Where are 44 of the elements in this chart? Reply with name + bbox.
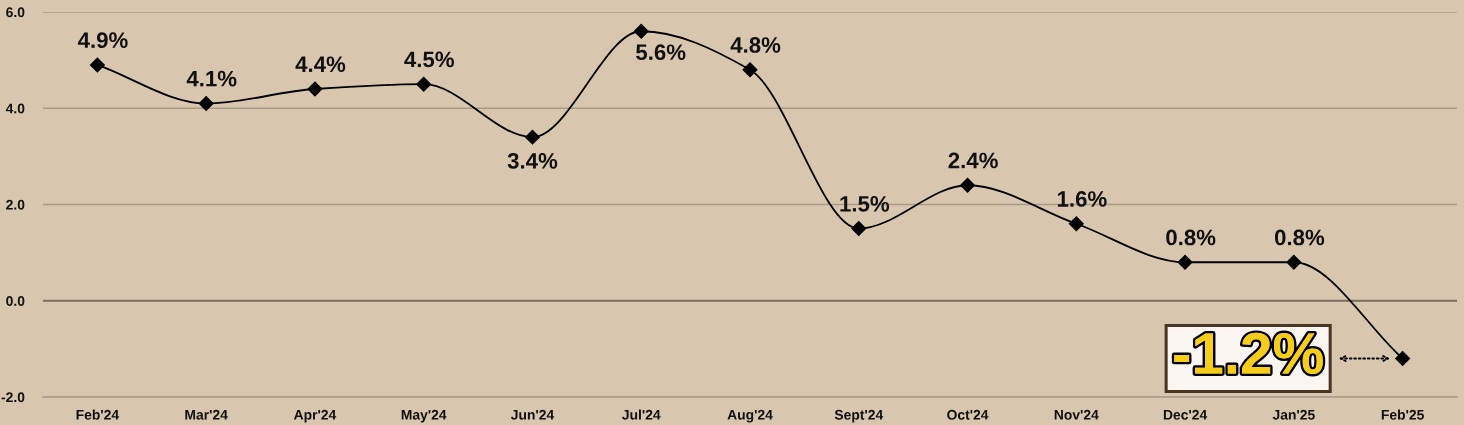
x-tick-label: Dec'24 [1163, 409, 1208, 420]
y-tick-label: 6.0 [6, 7, 25, 18]
data-label: 4.9% [77, 32, 128, 49]
x-tick-label: Oct'24 [947, 409, 989, 420]
point [89, 57, 106, 73]
point [742, 62, 758, 78]
data-label: 1.6% [1057, 191, 1107, 207]
point [1068, 216, 1085, 232]
y-tick-label: 0.0 [6, 296, 25, 306]
point [851, 220, 867, 237]
data-label: 4.4% [295, 56, 346, 73]
data-label: 4.1% [186, 70, 237, 87]
data-label: 0.8% [1274, 229, 1325, 246]
data-label: -1.2% [1174, 332, 1323, 375]
x-tick-label: Sept'24 [834, 409, 884, 423]
point [307, 81, 323, 97]
data-label: 1.5% [840, 195, 890, 212]
x-tick-label: Apr'24 [293, 409, 337, 423]
data-label: 0.8% [1166, 229, 1216, 246]
x-tick-label: Mar'24 [185, 409, 228, 420]
point [959, 177, 976, 193]
point [198, 95, 214, 112]
data-label: 4.8% [730, 37, 781, 53]
x-tick-label: Nov'24 [1054, 409, 1099, 420]
y-tick-label: -2.0 [1, 392, 25, 403]
x-tick-label: Jul'24 [622, 409, 661, 420]
point [524, 129, 541, 145]
x-tick-label: May'24 [401, 409, 447, 423]
point [1286, 254, 1302, 270]
x-tick-label: Aug'24 [727, 409, 773, 423]
y-tick-label: 4.0 [5, 103, 25, 114]
point [633, 23, 649, 39]
point [415, 76, 432, 92]
x-tick-label: Jan'25 [1272, 409, 1315, 420]
data-label: 2.4% [948, 152, 998, 169]
data-label: 4.5% [404, 51, 454, 68]
point [1394, 350, 1411, 367]
point [1177, 254, 1193, 270]
data-label: 3.4% [507, 152, 558, 169]
y-tick-label: 2.0 [6, 199, 25, 210]
x-tick-label: Feb'25 [1381, 409, 1424, 420]
x-tick-label: Jun'24 [510, 409, 555, 420]
x-tick-label: Feb'24 [76, 409, 120, 420]
data-label: 5.6% [636, 44, 686, 61]
